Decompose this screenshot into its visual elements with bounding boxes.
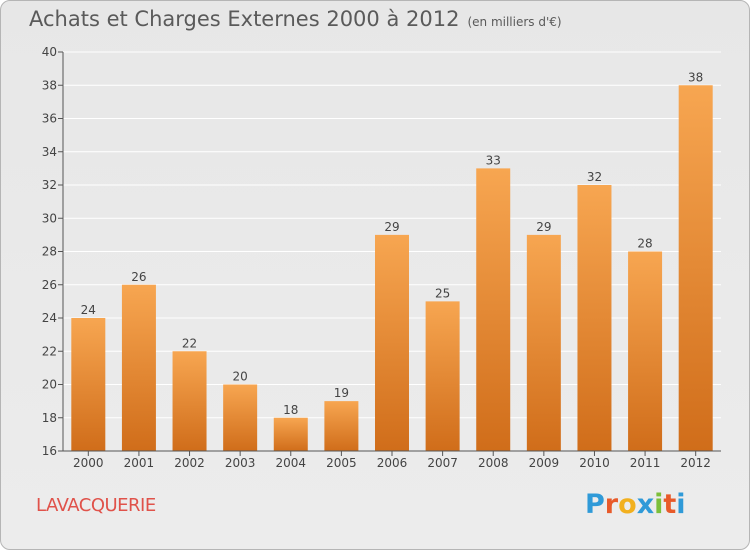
data-label: 22 — [182, 336, 197, 350]
data-label: 33 — [486, 153, 501, 167]
bar — [223, 384, 258, 451]
logo-letter: x — [636, 489, 655, 520]
data-label: 38 — [688, 70, 703, 84]
x-tick-label: 2003 — [225, 456, 256, 470]
logo-letter: o — [618, 489, 637, 520]
x-tick-label: 2008 — [478, 456, 509, 470]
y-tick-label: 26 — [42, 278, 57, 292]
data-label: 32 — [587, 170, 602, 184]
data-label: 25 — [435, 286, 450, 300]
logo-letter: r — [604, 489, 619, 520]
y-tick-label: 16 — [42, 444, 57, 458]
x-tick-label: 2001 — [124, 456, 155, 470]
x-tick-label: 2005 — [326, 456, 357, 470]
bar — [324, 401, 359, 451]
y-tick-label: 24 — [42, 311, 57, 325]
bar — [577, 185, 612, 451]
x-tick-label: 2006 — [377, 456, 408, 470]
y-tick-label: 40 — [42, 45, 57, 59]
data-label: 29 — [536, 220, 551, 234]
y-tick-label: 30 — [42, 211, 57, 225]
x-tick-label: 2002 — [174, 456, 205, 470]
chart-title: Achats et Charges Externes 2000 à 2012 (e… — [29, 7, 562, 31]
x-tick-label: 2000 — [73, 456, 104, 470]
logo-letter: i — [676, 489, 686, 520]
chart-title-text: Achats et Charges Externes 2000 à 2012 — [29, 7, 460, 31]
data-label: 18 — [283, 403, 298, 417]
y-tick-label: 38 — [42, 78, 57, 92]
bar — [476, 168, 511, 451]
bar — [121, 284, 156, 451]
data-label: 24 — [81, 303, 96, 317]
bar — [172, 351, 207, 451]
x-tick-label: 2012 — [680, 456, 711, 470]
logo-letter: P — [585, 489, 605, 520]
labels: 16 18 20 22 24 26 28 30 32 34 36 38 40 24 2000 26 2001 22… — [42, 45, 711, 470]
x-tick-label: 2011 — [630, 456, 661, 470]
bar — [273, 417, 308, 451]
y-tick-label: 28 — [42, 245, 57, 259]
y-tick-label: 34 — [42, 145, 57, 159]
bar — [425, 301, 460, 451]
bar — [71, 318, 106, 451]
chart-subtitle: (en milliers d'€) — [467, 15, 562, 29]
logo-letter: t — [663, 489, 677, 520]
data-label: 20 — [233, 370, 248, 384]
proxiti-logo: Proxiti — [585, 489, 686, 520]
x-tick-label: 2007 — [427, 456, 458, 470]
bar — [375, 234, 409, 451]
bars — [71, 85, 713, 451]
axes — [58, 51, 721, 456]
y-tick-label: 36 — [42, 112, 57, 126]
x-tick-label: 2009 — [529, 456, 560, 470]
data-label: 26 — [131, 270, 146, 284]
y-tick-label: 20 — [42, 378, 57, 392]
data-label: 28 — [637, 237, 652, 251]
bar — [628, 251, 663, 451]
bar — [678, 85, 713, 451]
x-tick-label: 2004 — [275, 456, 306, 470]
data-label: 29 — [384, 220, 399, 234]
data-label: 19 — [334, 386, 349, 400]
bar — [526, 234, 561, 451]
y-tick-label: 22 — [42, 344, 57, 358]
y-tick-label: 32 — [42, 178, 57, 192]
y-tick-label: 18 — [42, 411, 57, 425]
logo-letter: i — [654, 489, 664, 520]
x-tick-label: 2010 — [579, 456, 610, 470]
commune-name: LAVACQUERIE — [36, 495, 156, 516]
